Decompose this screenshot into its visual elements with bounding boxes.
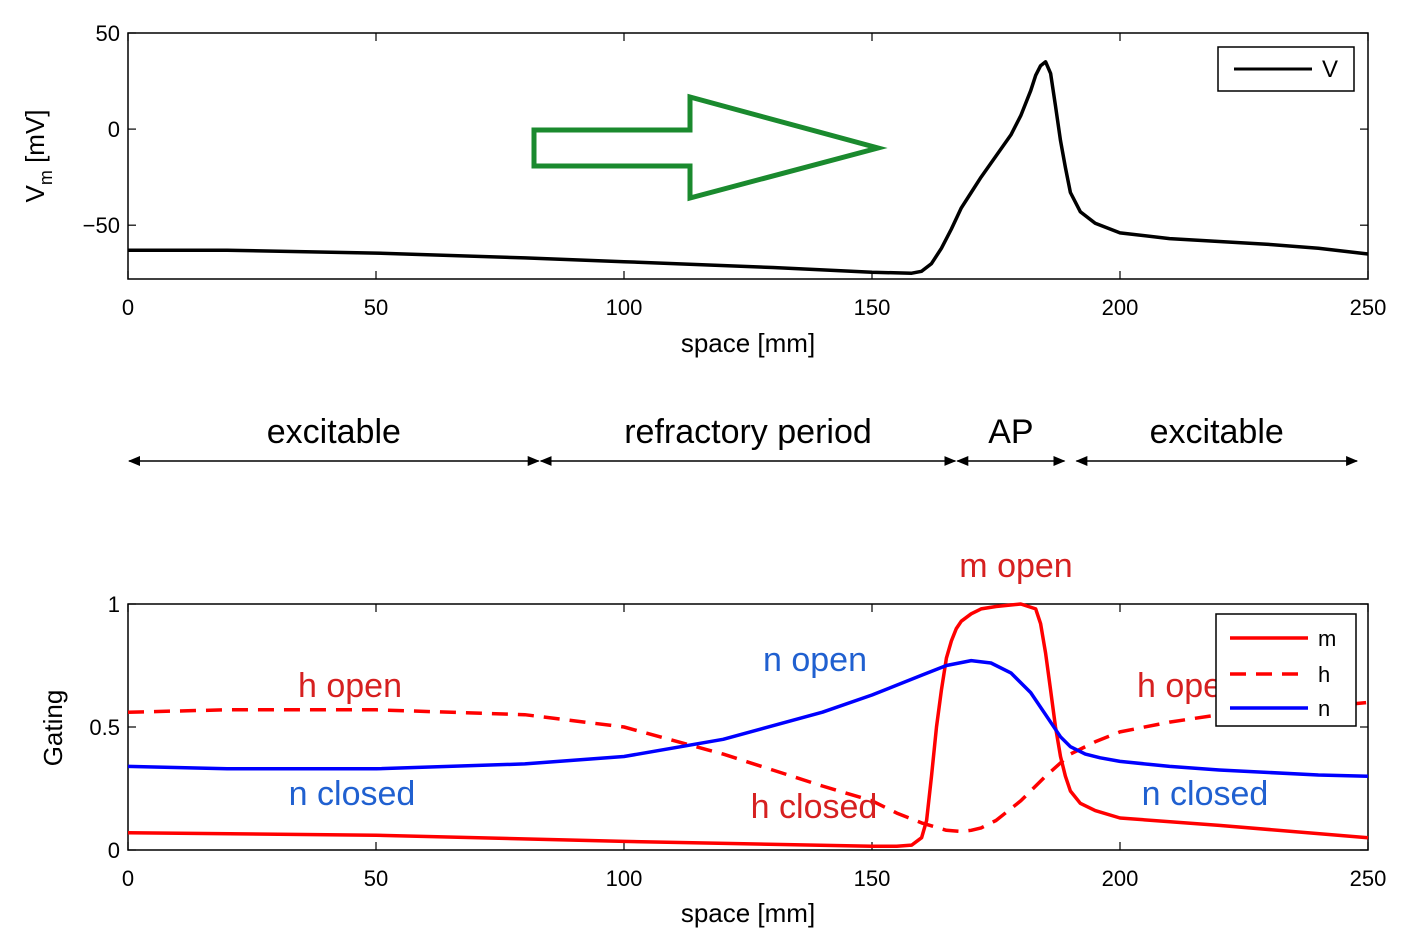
- gating-series-n-line: [127, 658, 1369, 778]
- voltage-x-tick-label: 0: [122, 295, 134, 320]
- voltage-y-tick-label: 0: [108, 117, 120, 142]
- voltage-x-tick-label: 100: [606, 295, 643, 320]
- region-label: refractory period: [624, 413, 872, 451]
- gating-series-h-line: [127, 700, 1369, 834]
- gating-x-tick-label: 200: [1102, 866, 1139, 891]
- region-annotations: excitable refractory period AP excitable: [128, 413, 1359, 466]
- gating-x-tick-label: 150: [854, 866, 891, 891]
- voltage-series: [128, 60, 1369, 275]
- gating-series-m-line: [127, 602, 1369, 849]
- voltage-y-tick-label: 50: [96, 21, 120, 46]
- gating-x-axis-label: space [mm]: [681, 898, 815, 928]
- voltage-x-ticks: 0 50 100 150 200 250: [122, 33, 1386, 320]
- gating-legend-label-n: n: [1318, 696, 1330, 721]
- gating-y-tick-label: 0.5: [89, 715, 120, 740]
- gating-legend-label-m: m: [1318, 626, 1336, 651]
- voltage-x-tick-label: 150: [854, 295, 891, 320]
- voltage-series-v-line: [128, 60, 1369, 275]
- voltage-y-axis-label: Vm [mV]: [20, 109, 56, 202]
- voltage-plot-frame: [127, 32, 1369, 280]
- gating-annotation-label: n closed: [1142, 775, 1269, 813]
- gating-x-tick-label: 50: [364, 866, 388, 891]
- direction-arrow-shape: [531, 93, 888, 202]
- voltage-plot: 0 50 100 150 200 250 −50 0 50 space [mm] Vm [mV…: [20, 21, 1386, 358]
- region-label: excitable: [267, 413, 401, 451]
- region-label: AP: [988, 413, 1033, 451]
- voltage-legend-label: V: [1322, 56, 1338, 83]
- voltage-legend: V: [1217, 46, 1355, 92]
- gating-legend-label-h: h: [1318, 662, 1330, 687]
- gating-annotation-label: h open: [298, 667, 402, 705]
- gating-x-tick-label: 250: [1350, 866, 1387, 891]
- voltage-y-ticks: −50 0 50: [83, 21, 1368, 238]
- gating-y-ticks: 00.51: [89, 592, 1368, 863]
- gating-x-tick-label: 0: [122, 866, 134, 891]
- gating-x-tick-label: 100: [606, 866, 643, 891]
- gating-series: [127, 602, 1369, 849]
- gating-annotation-label: m open: [959, 547, 1072, 585]
- direction-arrow: [531, 93, 888, 202]
- gating-y-axis-label: Gating: [38, 690, 68, 767]
- gating-annotation-label: n open: [763, 641, 867, 679]
- voltage-x-tick-label: 200: [1102, 295, 1139, 320]
- region-label: excitable: [1150, 413, 1284, 451]
- gating-legend: mhn: [1215, 613, 1357, 727]
- gating-annotation-label: h closed: [751, 788, 878, 826]
- voltage-x-axis-label: space [mm]: [681, 328, 815, 358]
- voltage-x-tick-label: 250: [1350, 295, 1387, 320]
- voltage-y-axis-subscript: m: [36, 170, 56, 185]
- voltage-x-tick-label: 50: [364, 295, 388, 320]
- voltage-y-tick-label: −50: [83, 213, 120, 238]
- gating-y-tick-label: 1: [108, 592, 120, 617]
- gating-annotation-label: n closed: [289, 775, 416, 813]
- gating-y-tick-label: 0: [108, 838, 120, 863]
- gating-plot-frame: [127, 603, 1369, 851]
- gating-x-ticks: 0 50 100 150 200 250: [122, 604, 1386, 891]
- voltage-y-axis-unit: [mV]: [20, 109, 50, 170]
